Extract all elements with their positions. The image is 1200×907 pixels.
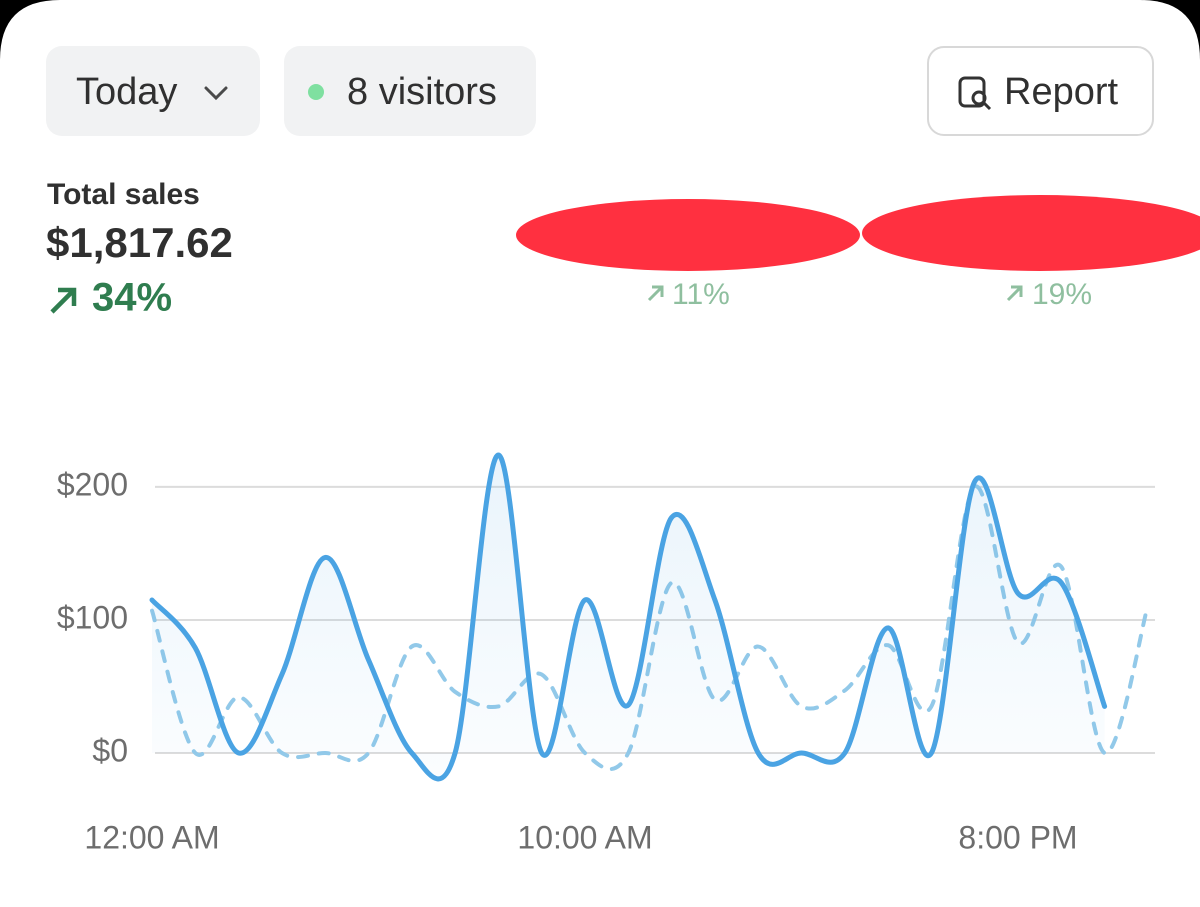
- redaction: [862, 195, 1200, 271]
- line: [149, 452, 1108, 782]
- live-dot: [308, 84, 324, 100]
- chart: $0 $100 $200 12:00 AM 10:00 AM 8:00 PM: [57, 452, 1155, 855]
- report-label[interactable]: Report: [1004, 71, 1118, 113]
- y-tick-label: $0: [92, 732, 128, 768]
- up-arrow-icon: [1006, 285, 1023, 302]
- x-tick-label: 12:00 AM: [84, 819, 219, 855]
- report-icon: [958, 76, 992, 111]
- area: [152, 454, 1105, 779]
- redaction: [516, 199, 860, 271]
- date-button-label[interactable]: Today: [76, 71, 177, 113]
- x-tick-label: 8:00 PM: [958, 819, 1077, 855]
- y-tick-label: $200: [57, 466, 128, 502]
- visitors-button[interactable]: [284, 46, 536, 136]
- visitors-label[interactable]: 8 visitors: [347, 71, 497, 113]
- up-arrow-icon: [50, 287, 77, 314]
- y-tick-label: $100: [57, 599, 128, 635]
- metric-label[interactable]: Total sales: [47, 178, 200, 211]
- metric-change: 19%: [1032, 278, 1092, 311]
- date-button[interactable]: [46, 46, 260, 136]
- metric-change: 34%: [92, 276, 172, 320]
- up-arrow-icon: [647, 285, 664, 302]
- chevron-icon: [204, 86, 228, 101]
- report-button[interactable]: [927, 46, 1154, 136]
- metric-change: 11%: [672, 278, 730, 311]
- metric-value: $1,817.62: [46, 219, 233, 266]
- x-tick-label: 10:00 AM: [517, 819, 652, 855]
